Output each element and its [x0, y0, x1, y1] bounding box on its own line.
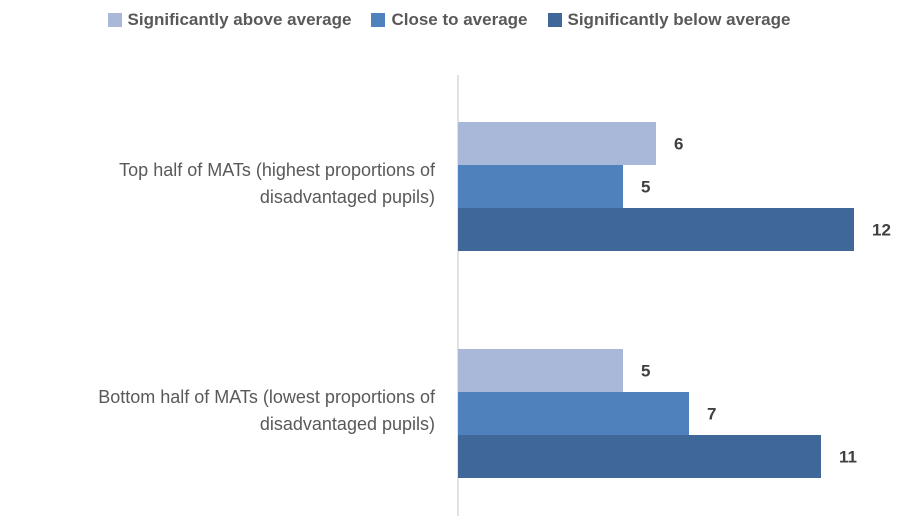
data-label: 7: [707, 405, 716, 424]
legend-label: Significantly below average: [567, 10, 791, 29]
legend-item: Significantly above average: [107, 10, 352, 30]
legend-label: Significantly above average: [127, 10, 352, 29]
bar: [458, 392, 689, 435]
legend-swatch: [547, 13, 562, 27]
data-label: 5: [641, 362, 650, 381]
bar: [458, 208, 854, 251]
category-label: Top half of MATs (highest proportions of: [119, 160, 436, 180]
legend-swatch: [371, 13, 386, 27]
bar: [458, 435, 821, 478]
category-label: Bottom half of MATs (lowest proportions …: [98, 387, 436, 407]
data-label: 11: [839, 448, 857, 467]
legend-swatch: [107, 13, 122, 27]
category-label: disadvantaged pupils): [260, 414, 435, 434]
data-label: 12: [872, 221, 891, 240]
data-label: 5: [641, 178, 650, 197]
legend: Significantly above average Close to aver…: [0, 10, 898, 30]
legend-item: Close to average: [371, 10, 528, 30]
legend-item: Significantly below average: [547, 10, 791, 30]
bar: [458, 122, 656, 165]
category-label: disadvantaged pupils): [260, 187, 435, 207]
bar: [458, 349, 623, 392]
bar: [458, 165, 623, 208]
data-label: 6: [674, 135, 683, 154]
legend-label: Close to average: [391, 10, 528, 29]
